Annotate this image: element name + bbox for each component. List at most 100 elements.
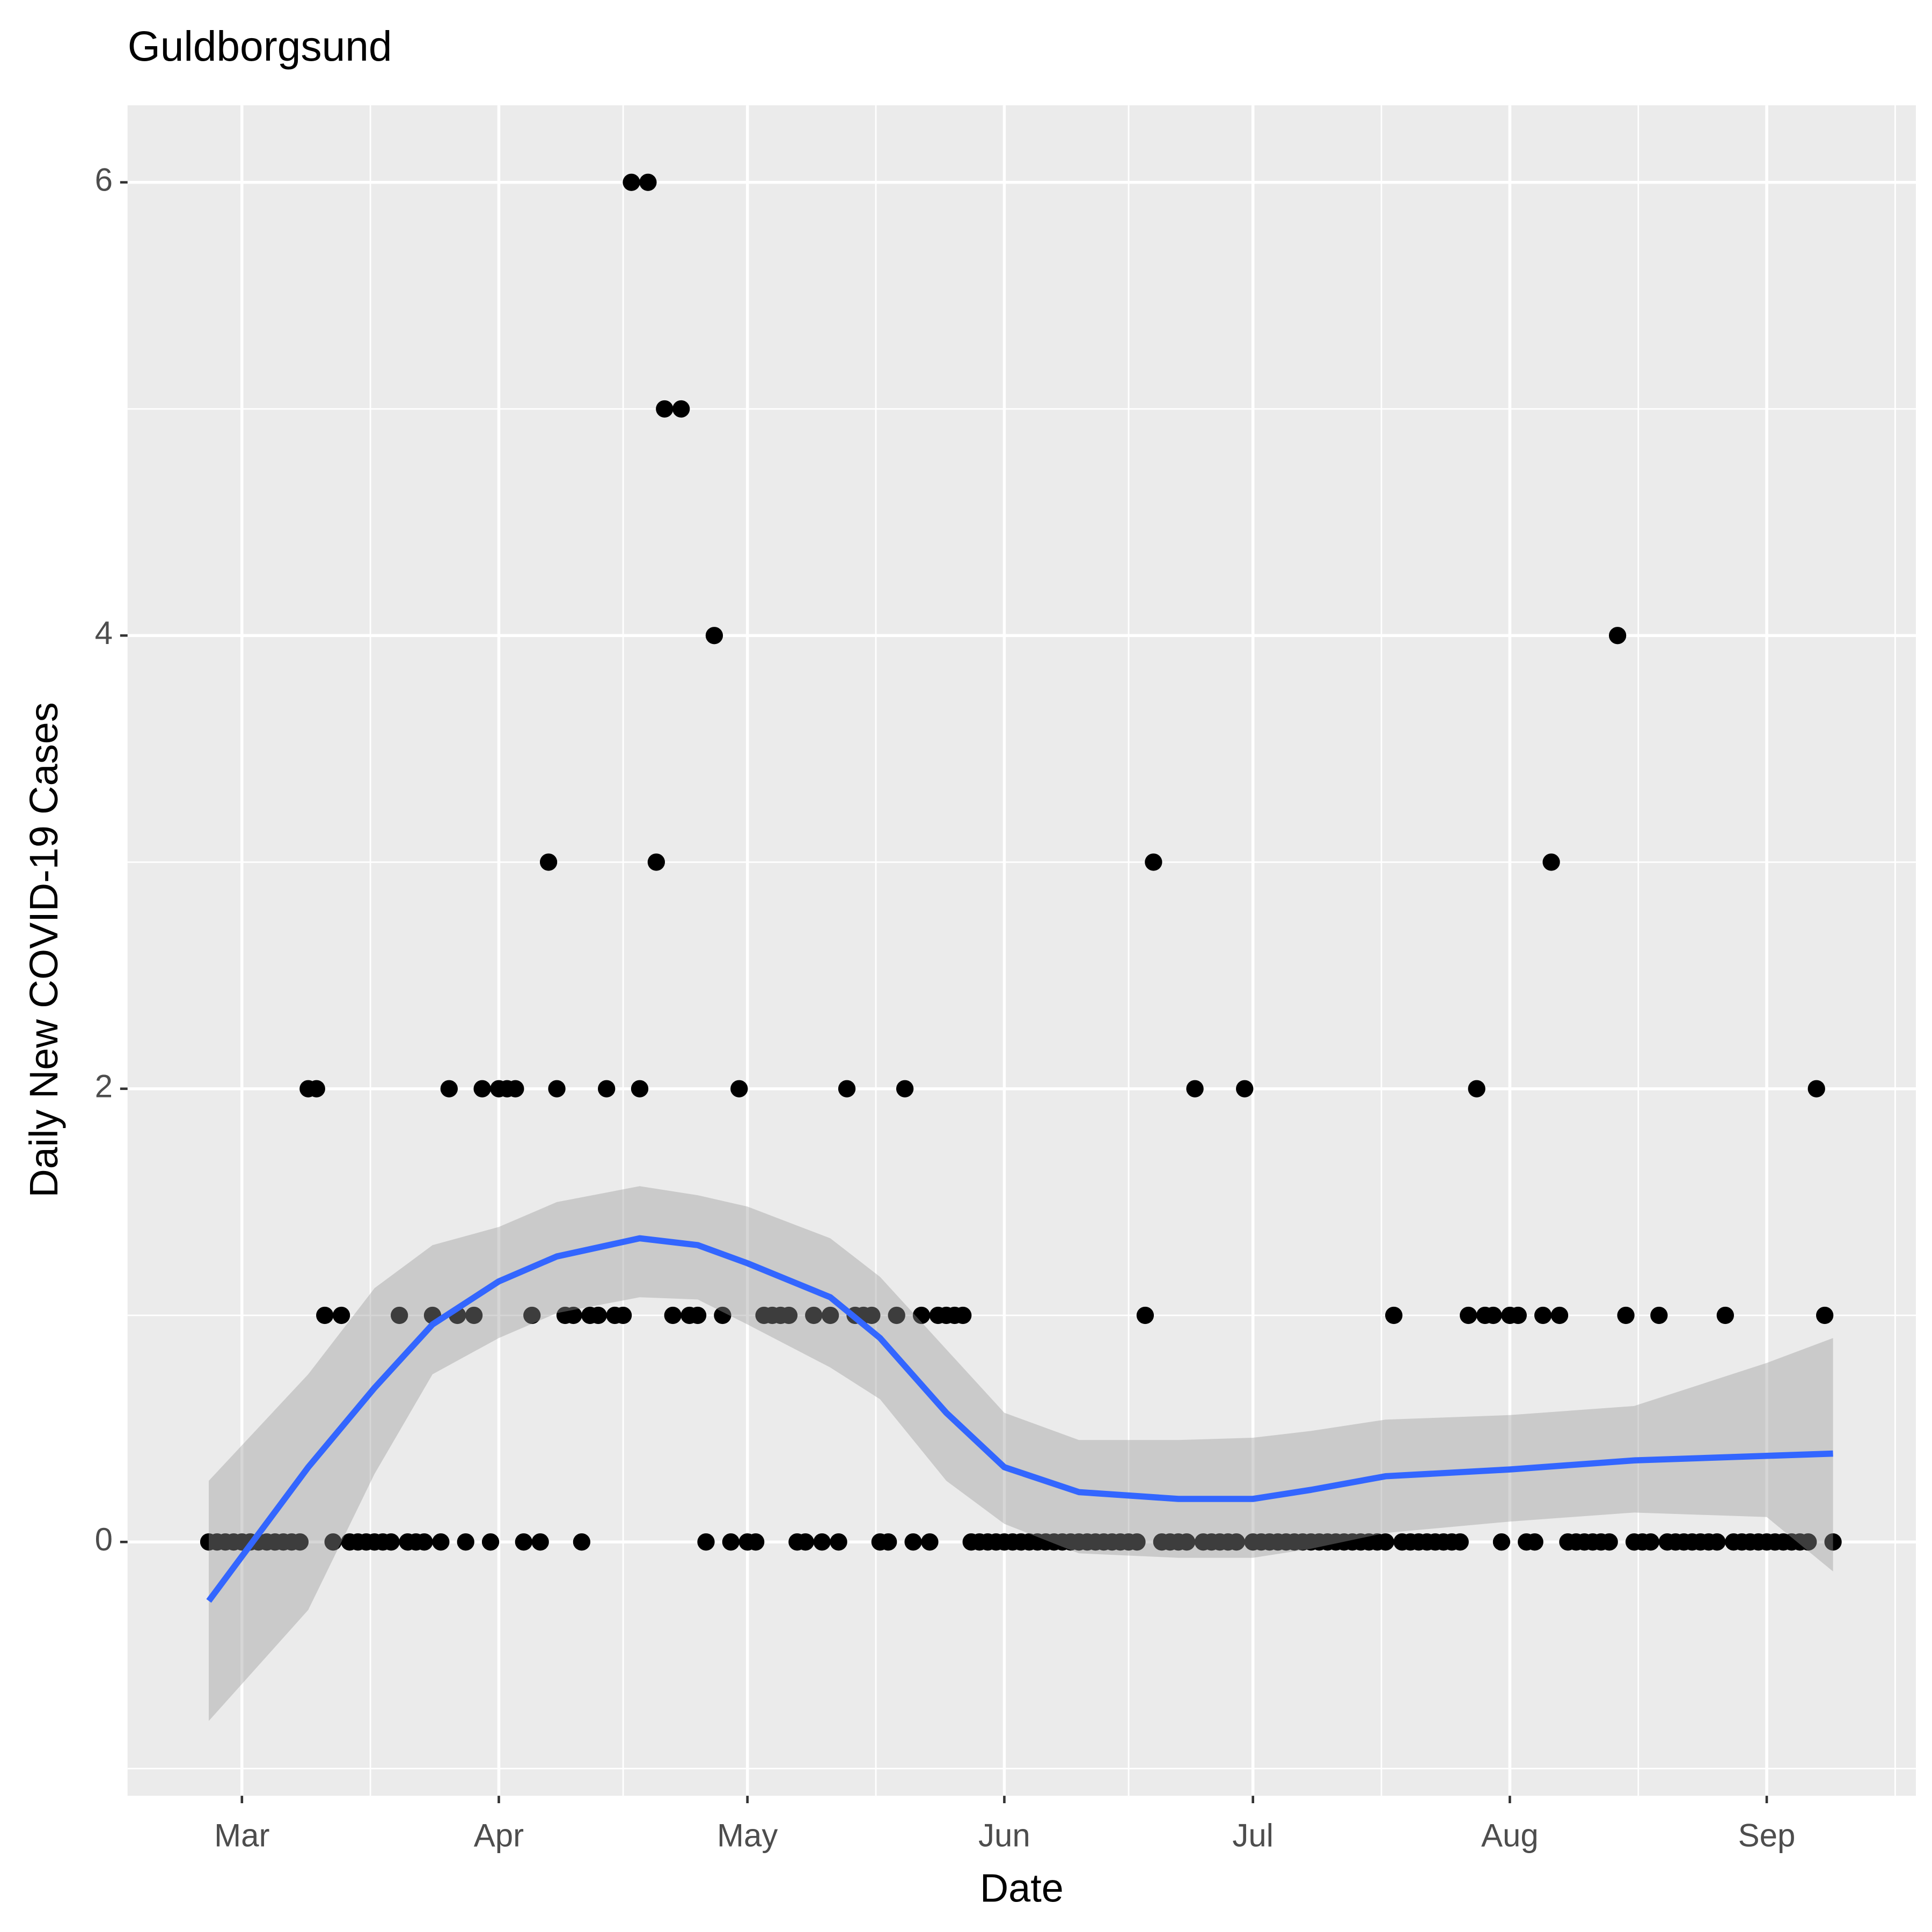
point: [1807, 1080, 1825, 1097]
point: [1177, 1533, 1196, 1551]
x-tick-label: Apr: [474, 1817, 524, 1853]
point: [796, 1533, 814, 1551]
marks: [200, 173, 1842, 1721]
y-tick-label: 4: [95, 615, 113, 651]
point: [830, 1533, 847, 1551]
point: [589, 1306, 607, 1324]
point: [813, 1533, 831, 1551]
point: [1526, 1533, 1543, 1551]
point: [912, 1306, 931, 1324]
point: [1816, 1306, 1834, 1324]
point: [1484, 1306, 1502, 1324]
point: [623, 173, 640, 191]
point: [515, 1533, 532, 1551]
x-tick-label: Sep: [1738, 1817, 1796, 1853]
point: [507, 1080, 524, 1097]
point: [863, 1306, 881, 1324]
point: [880, 1533, 897, 1551]
point: [747, 1533, 765, 1551]
point: [1708, 1533, 1726, 1551]
point: [896, 1080, 914, 1097]
point: [954, 1306, 972, 1324]
point: [316, 1306, 334, 1324]
point: [664, 1306, 682, 1324]
point: [565, 1306, 582, 1324]
point: [1608, 627, 1627, 645]
point: [921, 1533, 939, 1551]
point: [1650, 1306, 1668, 1324]
point: [324, 1533, 342, 1551]
point: [382, 1533, 400, 1551]
point: [598, 1080, 616, 1097]
point: [457, 1533, 474, 1551]
x-tick-label: Mar: [214, 1817, 269, 1853]
point: [714, 1306, 731, 1324]
chart-title: Guldborgsund: [128, 23, 392, 70]
point: [689, 1306, 707, 1324]
point: [391, 1306, 408, 1324]
point: [440, 1080, 458, 1097]
x-tick-label: Jun: [978, 1817, 1030, 1853]
point: [415, 1533, 433, 1551]
point: [473, 1080, 491, 1097]
point: [639, 173, 657, 191]
point: [697, 1533, 715, 1551]
point: [1542, 853, 1560, 871]
point: [332, 1306, 350, 1324]
point: [1145, 853, 1162, 871]
point: [432, 1533, 450, 1551]
point: [539, 853, 558, 871]
y-tick-label: 6: [95, 162, 113, 198]
point: [523, 1306, 541, 1324]
x-axis-title: Date: [980, 1865, 1064, 1910]
point: [1642, 1533, 1660, 1551]
x-tick-label: Aug: [1481, 1817, 1539, 1853]
point: [1550, 1306, 1569, 1324]
point: [780, 1306, 798, 1324]
point: [672, 400, 690, 418]
point: [838, 1080, 856, 1097]
point: [1227, 1533, 1245, 1551]
smooth-line: [206, 1235, 1833, 1603]
point: [1128, 1533, 1146, 1551]
point: [291, 1533, 309, 1551]
point: [1534, 1306, 1552, 1324]
point: [465, 1306, 483, 1324]
point: [821, 1306, 839, 1324]
y-tick-label: 0: [95, 1521, 113, 1557]
point: [904, 1533, 922, 1551]
point: [1716, 1306, 1734, 1324]
point: [481, 1533, 500, 1551]
point: [1509, 1306, 1527, 1324]
point: [647, 853, 665, 871]
point: [656, 400, 674, 418]
point: [631, 1080, 649, 1097]
point: [722, 1533, 740, 1551]
x-tick-label: Jul: [1232, 1817, 1274, 1853]
point: [705, 627, 723, 645]
point: [888, 1306, 905, 1324]
point: [1186, 1080, 1204, 1097]
point: [1236, 1080, 1254, 1097]
point: [1799, 1533, 1817, 1551]
point: [1136, 1306, 1154, 1324]
x-tick-label: May: [717, 1817, 778, 1853]
y-tick-label: 2: [95, 1069, 113, 1104]
point: [1451, 1533, 1469, 1551]
point: [1600, 1533, 1618, 1551]
point: [1377, 1533, 1394, 1551]
panel: [127, 105, 1916, 1796]
point: [1492, 1533, 1511, 1551]
point: [531, 1533, 549, 1551]
point: [548, 1080, 566, 1097]
point: [573, 1533, 591, 1551]
point: [614, 1306, 632, 1324]
y-axis-title: Daily New COVID-19 Cases: [21, 702, 66, 1197]
point: [308, 1080, 325, 1097]
point: [805, 1306, 823, 1324]
point: [730, 1080, 748, 1097]
point: [1824, 1533, 1842, 1551]
point: [1385, 1306, 1403, 1324]
